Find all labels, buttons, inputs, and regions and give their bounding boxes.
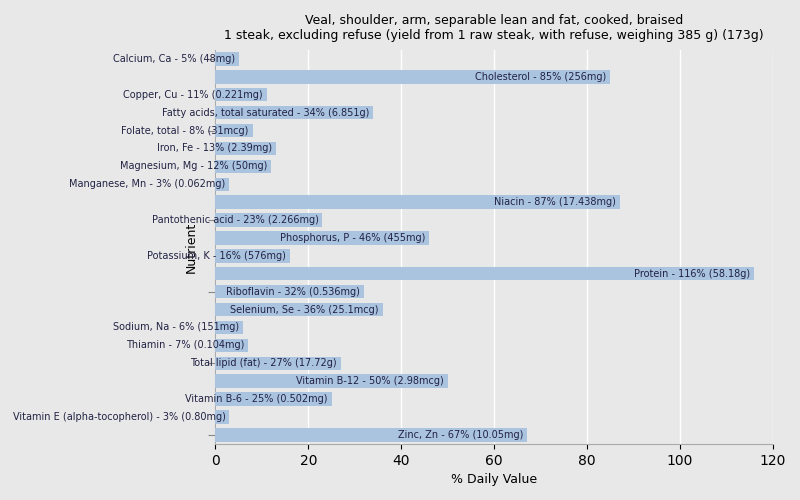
Text: Vitamin B-12 - 50% (2.98mcg): Vitamin B-12 - 50% (2.98mcg) — [296, 376, 444, 386]
Bar — [215, 356, 341, 370]
Text: Vitamin B-6 - 25% (0.502mg): Vitamin B-6 - 25% (0.502mg) — [186, 394, 328, 404]
Bar — [215, 285, 364, 298]
Text: Fatty acids, total saturated - 34% (6.851g): Fatty acids, total saturated - 34% (6.85… — [162, 108, 370, 118]
Bar — [215, 428, 526, 442]
Text: Sodium, Na - 6% (151mg): Sodium, Na - 6% (151mg) — [114, 322, 239, 332]
Text: Selenium, Se - 36% (25.1mcg): Selenium, Se - 36% (25.1mcg) — [230, 304, 379, 314]
Text: Manganese, Mn - 3% (0.062mg): Manganese, Mn - 3% (0.062mg) — [70, 180, 226, 190]
Bar — [215, 52, 238, 66]
Bar — [215, 178, 230, 191]
Text: Niacin - 87% (17.438mg): Niacin - 87% (17.438mg) — [494, 197, 616, 207]
Bar — [215, 249, 290, 262]
Bar — [215, 338, 248, 352]
Bar — [215, 232, 429, 244]
Y-axis label: Nutrient: Nutrient — [185, 222, 198, 272]
Bar — [215, 106, 374, 120]
Text: Folate, total - 8% (31mcg): Folate, total - 8% (31mcg) — [122, 126, 249, 136]
Text: Potassium, K - 16% (576mg): Potassium, K - 16% (576mg) — [147, 251, 286, 261]
Text: Zinc, Zn - 67% (10.05mg): Zinc, Zn - 67% (10.05mg) — [398, 430, 523, 440]
Bar — [215, 196, 620, 209]
Text: Vitamin E (alpha-tocopherol) - 3% (0.80mg): Vitamin E (alpha-tocopherol) - 3% (0.80m… — [13, 412, 226, 422]
Bar — [215, 142, 276, 155]
Bar — [215, 160, 271, 173]
Text: Iron, Fe - 13% (2.39mg): Iron, Fe - 13% (2.39mg) — [157, 144, 272, 154]
Bar — [215, 321, 243, 334]
X-axis label: % Daily Value: % Daily Value — [451, 473, 538, 486]
Bar — [215, 392, 331, 406]
Bar — [215, 267, 754, 280]
Bar — [215, 88, 266, 102]
Bar — [215, 124, 253, 138]
Bar — [215, 303, 382, 316]
Text: Pantothenic acid - 23% (2.266mg): Pantothenic acid - 23% (2.266mg) — [152, 215, 318, 225]
Text: Calcium, Ca - 5% (48mg): Calcium, Ca - 5% (48mg) — [113, 54, 235, 64]
Text: Cholesterol - 85% (256mg): Cholesterol - 85% (256mg) — [475, 72, 606, 82]
Text: Magnesium, Mg - 12% (50mg): Magnesium, Mg - 12% (50mg) — [120, 162, 267, 172]
Text: Total lipid (fat) - 27% (17.72g): Total lipid (fat) - 27% (17.72g) — [190, 358, 337, 368]
Bar — [215, 214, 322, 227]
Text: Riboflavin - 32% (0.536mg): Riboflavin - 32% (0.536mg) — [226, 286, 360, 296]
Title: Veal, shoulder, arm, separable lean and fat, cooked, braised
1 steak, excluding : Veal, shoulder, arm, separable lean and … — [224, 14, 764, 42]
Bar — [215, 70, 610, 84]
Text: Copper, Cu - 11% (0.221mg): Copper, Cu - 11% (0.221mg) — [123, 90, 262, 100]
Text: Phosphorus, P - 46% (455mg): Phosphorus, P - 46% (455mg) — [280, 233, 426, 243]
Bar — [215, 374, 448, 388]
Text: Thiamin - 7% (0.104mg): Thiamin - 7% (0.104mg) — [126, 340, 244, 350]
Text: Protein - 116% (58.18g): Protein - 116% (58.18g) — [634, 269, 750, 279]
Bar — [215, 410, 230, 424]
